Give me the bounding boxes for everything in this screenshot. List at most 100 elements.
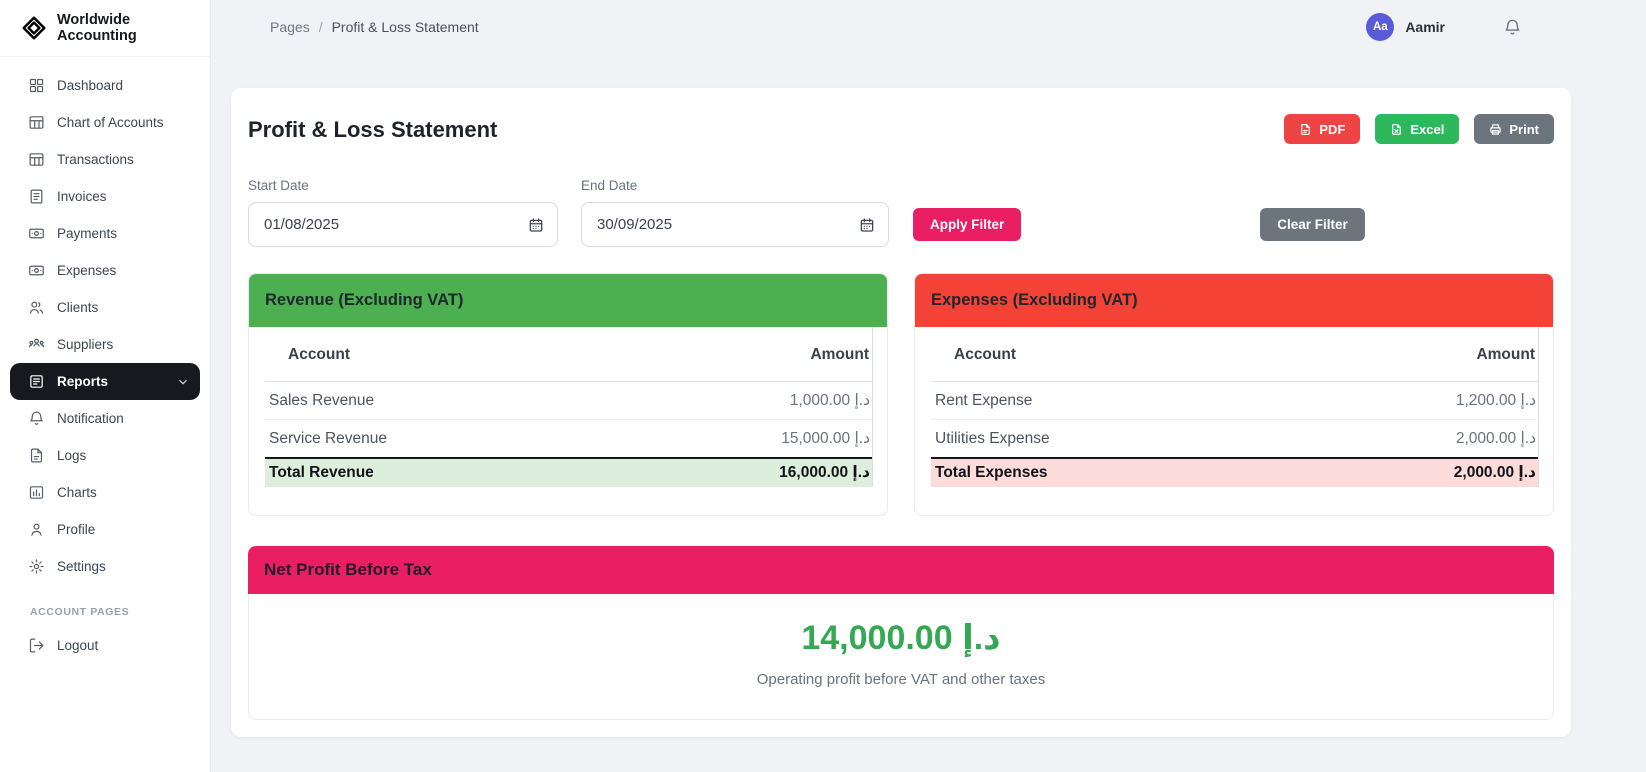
revenue-table: Account Amount Sales Revenue 1,000.00 د.إ Se… [265,327,873,487]
banknote-icon [28,225,45,242]
amount-cell: 2,000.00 د.إ [1288,419,1538,459]
end-date-field: End Date 30/09/2025 [581,178,889,247]
net-profit-body: 14,000.00 د.إ Operating profit before VA… [248,594,1554,720]
sidebar-item-label: Logout [57,638,99,653]
bar-chart-icon [28,484,45,501]
sidebar-item-label: Dashboard [57,78,124,93]
total-row: Total Expenses 2,000.00 د.إ [931,457,1538,487]
table-row: Sales Revenue 1,000.00 د.إ [265,381,872,420]
table-icon [28,151,45,168]
expenses-table: Account Amount Rent Expense 1,200.00 د.إ Uti… [931,327,1539,487]
breadcrumb-pages-link[interactable]: Pages [270,19,310,35]
user-name: Aamir [1405,19,1445,35]
sidebar-item-label: Reports [57,374,109,389]
end-date-value: 30/09/2025 [597,216,673,233]
apply-filter-button[interactable]: Apply Filter [913,208,1022,241]
column-header-amount: Amount [1288,327,1538,382]
invoice-icon [28,188,45,205]
sidebar: Worldwide Accounting Dashboard Chart of A… [0,0,211,772]
app-title: Worldwide Accounting [57,12,137,44]
sidebar-item-expenses[interactable]: Expenses [10,252,200,289]
sidebar-item-dashboard[interactable]: Dashboard [10,67,200,104]
sidebar-item-label: Invoices [57,189,107,204]
sidebar-item-label: Notification [57,411,124,426]
users-group-icon [28,336,45,353]
account-cell: Service Revenue [265,419,613,459]
sidebar-item-label: Suppliers [57,337,114,352]
app-logo: Worldwide Accounting [0,0,210,57]
sidebar-item-label: Charts [57,485,97,500]
excel-export-button[interactable]: Excel [1375,114,1460,144]
sidebar-item-charts[interactable]: Charts [10,474,200,511]
calendar-icon[interactable] [859,217,875,233]
brand-logo-icon [21,15,47,41]
account-cell: Sales Revenue [265,381,613,420]
banknote-icon [28,262,45,279]
sidebar-item-clients[interactable]: Clients [10,289,200,326]
table-header-row: Account Amount [265,327,872,382]
chevron-down-icon [176,375,190,389]
sidebar-item-label: Payments [57,226,118,241]
amount-cell: 15,000.00 د.إ [612,419,872,459]
expenses-panel-header: Expenses (Excluding VAT) [915,274,1553,327]
breadcrumb: Pages / Profit & Loss Statement [270,19,479,35]
sidebar-item-invoices[interactable]: Invoices [10,178,200,215]
topbar: Pages / Profit & Loss Statement Aa Aamir [211,0,1646,54]
end-date-input[interactable]: 30/09/2025 [581,202,889,247]
account-cell: Total Expenses [931,457,1289,487]
file-icon [28,447,45,464]
sidebar-item-label: Settings [57,559,106,574]
clear-filter-button[interactable]: Clear Filter [1260,208,1365,241]
total-row: Total Revenue 16,000.00 د.إ [265,457,872,487]
sidebar-item-suppliers[interactable]: Suppliers [10,326,200,363]
notification-bell-icon[interactable] [1503,18,1522,37]
account-cell: Rent Expense [931,381,1289,420]
page-title: Profit & Loss Statement [248,117,498,142]
table-row: Rent Expense 1,200.00 د.إ [931,381,1538,420]
pdf-file-icon [1299,123,1312,136]
sidebar-item-reports[interactable]: Reports [10,363,200,400]
revenue-panel-header: Revenue (Excluding VAT) [249,274,887,327]
sidebar-item-logout[interactable]: Logout [10,627,200,664]
sidebar-item-payments[interactable]: Payments [10,215,200,252]
start-date-field: Start Date 01/08/2025 [248,178,558,247]
calendar-icon[interactable] [528,217,544,233]
main-area: Pages / Profit & Loss Statement Aa Aamir… [211,0,1646,772]
expenses-panel: Expenses (Excluding VAT) Account Amount Re… [914,273,1554,516]
export-button-label: Print [1509,121,1539,137]
printer-icon [1489,123,1502,136]
sidebar-item-label: Expenses [57,263,117,278]
pdf-export-button[interactable]: PDF [1284,114,1361,144]
column-header-account: Account [265,327,613,382]
net-profit-amount: 14,000.00 د.إ [801,619,1001,657]
revenue-panel: Revenue (Excluding VAT) Account Amount Sal… [248,273,888,516]
sidebar-item-profile[interactable]: Profile [10,511,200,548]
net-profit-section: Net Profit Before Tax 14,000.00 د.إ Oper… [248,546,1554,720]
sidebar-item-settings[interactable]: Settings [10,548,200,585]
excel-file-icon [1390,123,1403,136]
sidebar-item-label: Clients [57,300,99,315]
sidebar-nav: Dashboard Chart of Accounts Transactions In… [0,57,210,585]
table-row: Service Revenue 15,000.00 د.إ [265,419,872,459]
sidebar-item-chart-of-accounts[interactable]: Chart of Accounts [10,104,200,141]
sidebar-section-label: ACCOUNT PAGES [30,606,130,618]
amount-cell: 1,000.00 د.إ [612,381,872,420]
user-menu[interactable]: Aa Aamir [1366,13,1445,41]
export-button-label: Excel [1410,121,1445,137]
sidebar-item-notification[interactable]: Notification [10,400,200,437]
sidebar-item-transactions[interactable]: Transactions [10,141,200,178]
bell-icon [28,410,45,427]
sidebar-item-label: Chart of Accounts [57,115,164,130]
sidebar-item-logs[interactable]: Logs [10,437,200,474]
print-export-button[interactable]: Print [1474,114,1554,144]
column-header-amount: Amount [612,327,872,382]
avatar[interactable]: Aa [1366,13,1395,41]
net-profit-header: Net Profit Before Tax [248,546,1554,594]
person-icon [28,521,45,538]
table-row: Utilities Expense 2,000.00 د.إ [931,419,1538,459]
sidebar-item-label: Profile [57,522,96,537]
content-card: Profit & Loss Statement PDF Excel Print St… [231,88,1571,737]
start-date-input[interactable]: 01/08/2025 [248,202,558,247]
export-button-label: PDF [1319,121,1346,137]
